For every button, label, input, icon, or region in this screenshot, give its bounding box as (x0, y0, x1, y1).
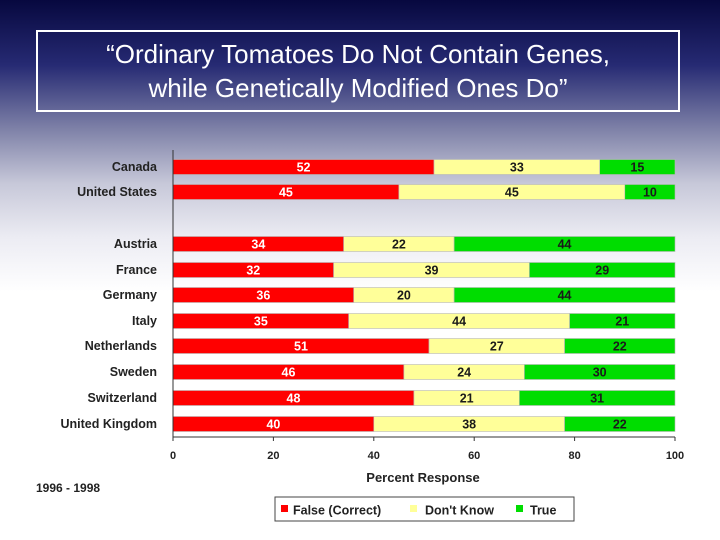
date-range-footnote: 1996 - 1998 (36, 481, 101, 495)
category-label-sweden: Sweden (110, 365, 157, 379)
data-label-false-correct-sweden: 46 (282, 366, 296, 380)
x-tick-label-80: 80 (568, 450, 580, 462)
category-label-united-kingdom: United Kingdom (60, 417, 157, 431)
data-label-true-united-kingdom: 22 (613, 418, 627, 432)
data-label-false-correct-united-kingdom: 40 (266, 418, 280, 432)
category-label-united-states: United States (77, 185, 157, 199)
data-label-false-correct-italy: 35 (254, 315, 268, 329)
bar-true-italy (569, 313, 676, 329)
category-label-canada: Canada (112, 160, 158, 174)
data-label-false-correct-canada: 52 (297, 161, 311, 175)
x-tick-label-20: 20 (267, 450, 279, 462)
bar-true-france (529, 262, 676, 278)
legend-label-don-t-know: Don't Know (425, 504, 494, 518)
data-label-false-correct-netherlands: 51 (294, 340, 308, 354)
bar-true-united-kingdom (564, 416, 676, 432)
data-label-true-united-states: 10 (643, 186, 657, 200)
bar-true-germany (453, 287, 676, 303)
data-label-don-t-know-netherlands: 27 (490, 340, 504, 354)
data-label-false-correct-france: 32 (246, 264, 260, 278)
data-label-don-t-know-united-states: 45 (505, 186, 519, 200)
bar-true-canada (599, 159, 676, 175)
x-tick-label-60: 60 (468, 450, 480, 462)
data-label-don-t-know-italy: 44 (452, 315, 466, 329)
x-tick-label-100: 100 (666, 450, 684, 462)
category-label-france: France (116, 263, 157, 277)
legend-box (274, 496, 575, 522)
data-label-don-t-know-france: 39 (425, 264, 439, 278)
data-label-true-switzerland: 31 (590, 392, 604, 406)
data-label-don-t-know-canada: 33 (510, 161, 524, 175)
data-label-false-correct-germany: 36 (256, 289, 270, 303)
data-label-true-france: 29 (595, 264, 609, 278)
data-label-false-correct-austria: 34 (251, 238, 265, 252)
title-line-1: “Ordinary Tomatoes Do Not Contain Genes, (106, 39, 610, 69)
data-label-false-correct-united-states: 45 (279, 186, 293, 200)
bar-true-united-states (624, 184, 676, 200)
data-label-true-germany: 44 (558, 289, 572, 303)
title-line-2: while Genetically Modified Ones Do” (148, 73, 568, 103)
legend-swatch-false-correct (281, 505, 288, 512)
data-label-don-t-know-united-kingdom: 38 (462, 418, 476, 432)
data-label-true-sweden: 30 (593, 366, 607, 380)
data-label-true-italy: 21 (615, 315, 629, 329)
x-tick-label-40: 40 (368, 450, 380, 462)
legend-swatch-true (516, 505, 523, 512)
legend-label-false-correct: False (Correct) (293, 504, 381, 518)
category-label-switzerland: Switzerland (88, 391, 157, 405)
bar-true-austria (453, 236, 676, 252)
bar-true-netherlands (564, 338, 676, 354)
data-label-true-austria: 44 (558, 238, 572, 252)
data-label-don-t-know-switzerland: 21 (460, 392, 474, 406)
category-label-italy: Italy (132, 314, 157, 328)
x-axis-title: Percent Response (366, 470, 479, 485)
data-label-don-t-know-austria: 22 (392, 238, 406, 252)
category-label-germany: Germany (103, 288, 157, 302)
x-tick-label-0: 0 (170, 450, 176, 462)
chart-title: “Ordinary Tomatoes Do Not Contain Genes,… (36, 30, 680, 112)
legend-label-true: True (530, 504, 556, 518)
data-label-don-t-know-germany: 20 (397, 289, 411, 303)
legend-swatch-don-t-know (410, 505, 417, 512)
data-label-don-t-know-sweden: 24 (457, 366, 471, 380)
data-label-false-correct-switzerland: 48 (287, 392, 301, 406)
bar-true-switzerland (519, 390, 676, 406)
category-label-austria: Austria (114, 237, 158, 251)
data-label-true-canada: 15 (630, 161, 644, 175)
category-label-netherlands: Netherlands (85, 339, 157, 353)
data-label-true-netherlands: 22 (613, 340, 627, 354)
bar-true-sweden (524, 364, 676, 380)
